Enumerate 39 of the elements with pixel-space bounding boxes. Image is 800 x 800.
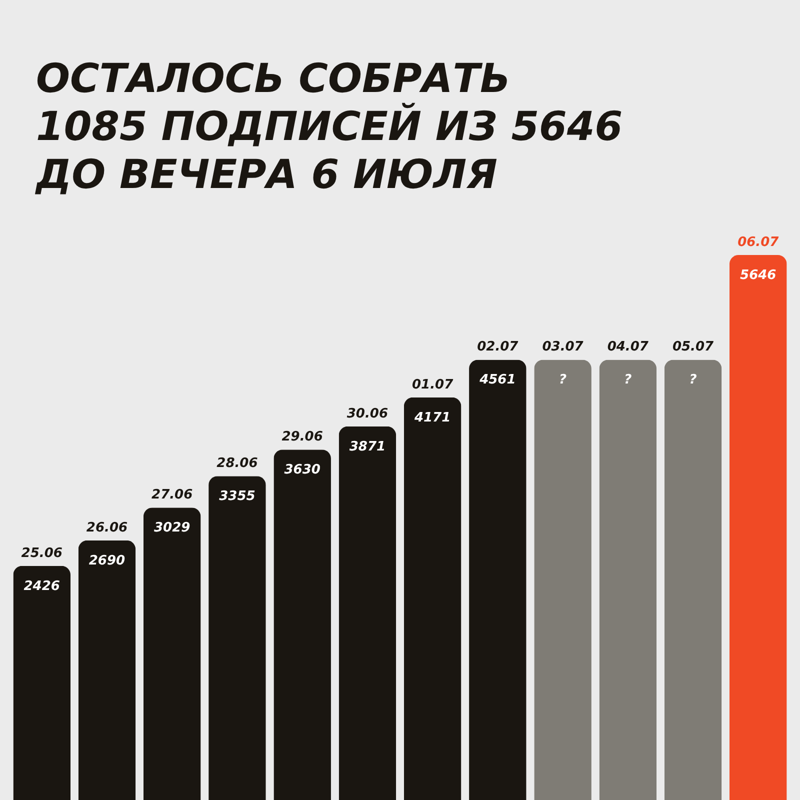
x-tick-label: 01.07 — [412, 377, 454, 392]
data-label: 3630 — [284, 462, 320, 478]
data-label: 4561 — [478, 372, 516, 388]
x-tick-label: 27.06 — [152, 488, 193, 503]
text: 1085 ПОДПИСЕЙ ИЗ 5646 — [36, 104, 623, 150]
x-tick-label: 06.07 — [738, 235, 780, 250]
x-tick-label: 29.06 — [282, 430, 323, 445]
data-label: 4171 — [413, 410, 451, 426]
data-label: 3029 — [154, 520, 190, 536]
bar — [599, 360, 657, 800]
data-label: 3871 — [349, 439, 386, 454]
bar — [78, 540, 136, 800]
data-label: 2426 — [24, 578, 60, 594]
bar — [469, 360, 526, 800]
x-tick-label: 26.06 — [86, 520, 128, 536]
x-tick-label: 05.07 — [672, 340, 715, 355]
text: ОСТАЛОСЬ СОБРАТЬ — [36, 56, 510, 102]
bar — [13, 566, 71, 800]
data-label: 3355 — [219, 489, 256, 504]
bar — [729, 255, 787, 800]
x-tick-label: 04.07 — [607, 340, 650, 355]
x-tick-label: 03.07 — [542, 340, 584, 355]
data-label: 2690 — [88, 553, 126, 568]
bar — [664, 360, 722, 800]
data-label: ? — [559, 372, 568, 388]
bar — [338, 426, 396, 800]
bar — [208, 476, 266, 800]
data-label: 5646 — [740, 268, 776, 283]
x-tick-label: 25.06 — [21, 546, 62, 561]
x-tick-label: 02.07 — [477, 340, 520, 355]
x-tick-label: 28.06 — [216, 456, 258, 472]
bar — [404, 397, 462, 800]
bar — [274, 450, 331, 800]
data-label: ? — [689, 372, 698, 388]
bar — [143, 508, 201, 800]
x-tick-label: 30.06 — [346, 406, 388, 422]
text: ДО ВЕЧЕРА 6 ИЮЛЯ — [36, 152, 498, 198]
bar — [534, 360, 592, 800]
data-label: ? — [624, 372, 632, 388]
